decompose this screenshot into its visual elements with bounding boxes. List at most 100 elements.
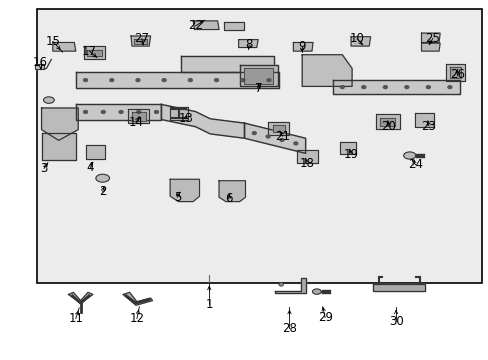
Polygon shape: [339, 142, 355, 154]
Text: 25: 25: [425, 32, 439, 45]
Polygon shape: [239, 65, 277, 86]
Text: 3: 3: [40, 162, 48, 175]
Text: 28: 28: [282, 322, 296, 335]
Polygon shape: [302, 55, 351, 86]
Circle shape: [265, 135, 269, 138]
Polygon shape: [350, 37, 370, 46]
Circle shape: [280, 139, 284, 141]
Text: 23: 23: [421, 120, 435, 132]
Text: 14: 14: [128, 116, 143, 129]
Polygon shape: [219, 181, 245, 202]
Polygon shape: [181, 56, 273, 72]
Circle shape: [426, 86, 429, 89]
Text: 18: 18: [299, 157, 314, 170]
Circle shape: [404, 86, 408, 89]
Polygon shape: [87, 50, 102, 56]
Polygon shape: [35, 64, 44, 69]
Circle shape: [240, 78, 244, 81]
Text: 2: 2: [99, 185, 106, 198]
Polygon shape: [76, 72, 278, 88]
Circle shape: [361, 86, 365, 89]
Polygon shape: [414, 113, 433, 127]
Polygon shape: [297, 150, 317, 163]
Text: 9: 9: [298, 40, 305, 53]
Circle shape: [447, 86, 451, 89]
Circle shape: [83, 111, 87, 113]
Circle shape: [162, 78, 166, 81]
Polygon shape: [131, 36, 150, 46]
Polygon shape: [375, 114, 399, 129]
Text: 17: 17: [82, 45, 97, 58]
Polygon shape: [132, 112, 145, 121]
Polygon shape: [293, 42, 312, 51]
Polygon shape: [421, 33, 439, 42]
Polygon shape: [272, 125, 284, 132]
Circle shape: [83, 78, 87, 81]
Polygon shape: [170, 179, 199, 202]
Polygon shape: [224, 22, 244, 30]
Polygon shape: [445, 64, 464, 81]
Text: 20: 20: [381, 120, 395, 132]
Text: 8: 8: [245, 39, 253, 51]
Text: 13: 13: [178, 112, 193, 125]
Ellipse shape: [278, 283, 283, 286]
Text: 27: 27: [134, 32, 149, 45]
Text: 6: 6: [224, 192, 232, 205]
Circle shape: [188, 78, 192, 81]
Text: 11: 11: [68, 312, 83, 325]
Polygon shape: [380, 118, 394, 126]
Text: 1: 1: [205, 298, 213, 311]
Text: 7: 7: [255, 82, 263, 95]
Polygon shape: [161, 104, 244, 138]
Ellipse shape: [403, 152, 415, 159]
Text: 4: 4: [86, 161, 94, 174]
Circle shape: [214, 78, 218, 81]
Polygon shape: [128, 109, 149, 123]
Text: 15: 15: [45, 35, 60, 48]
Polygon shape: [84, 46, 105, 59]
Polygon shape: [193, 21, 219, 30]
Polygon shape: [372, 284, 425, 291]
Text: 21: 21: [275, 130, 289, 143]
Text: 12: 12: [129, 312, 144, 325]
Polygon shape: [267, 122, 288, 135]
Polygon shape: [332, 80, 459, 94]
Polygon shape: [244, 123, 305, 153]
Polygon shape: [41, 108, 78, 140]
Ellipse shape: [96, 174, 109, 182]
Polygon shape: [449, 67, 460, 78]
Polygon shape: [134, 39, 146, 44]
Circle shape: [137, 111, 141, 113]
Text: 29: 29: [317, 311, 332, 324]
Text: 5: 5: [173, 191, 181, 204]
Polygon shape: [76, 104, 161, 120]
Text: 16: 16: [33, 57, 48, 69]
Polygon shape: [421, 43, 439, 51]
Text: 22: 22: [188, 19, 203, 32]
Circle shape: [293, 142, 297, 145]
Polygon shape: [123, 292, 152, 305]
Circle shape: [136, 78, 140, 81]
Polygon shape: [85, 145, 105, 159]
Polygon shape: [68, 292, 93, 303]
Polygon shape: [170, 107, 188, 120]
Polygon shape: [238, 40, 258, 48]
Ellipse shape: [312, 289, 321, 294]
Text: 24: 24: [407, 158, 422, 171]
Circle shape: [119, 111, 123, 113]
Circle shape: [383, 86, 386, 89]
Polygon shape: [274, 278, 305, 293]
Polygon shape: [53, 42, 76, 51]
Text: 30: 30: [388, 315, 403, 328]
Bar: [37, 9, 481, 283]
Text: 10: 10: [349, 32, 364, 45]
Circle shape: [252, 132, 256, 135]
Polygon shape: [41, 133, 76, 160]
Circle shape: [266, 78, 270, 81]
Circle shape: [101, 111, 105, 113]
Text: 26: 26: [449, 68, 464, 81]
Circle shape: [154, 111, 158, 113]
Polygon shape: [244, 68, 272, 84]
Circle shape: [340, 86, 344, 89]
Circle shape: [110, 78, 114, 81]
